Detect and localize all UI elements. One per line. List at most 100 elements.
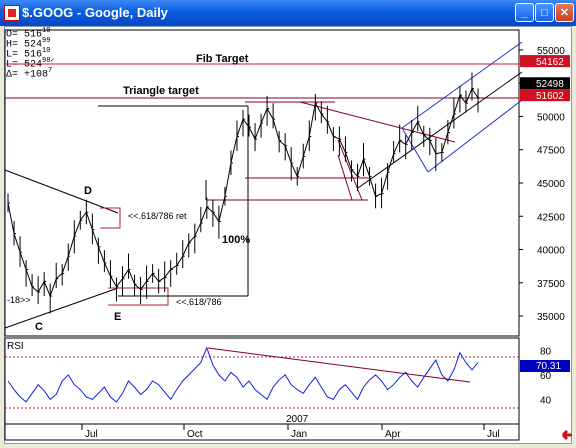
price-link xyxy=(182,242,190,257)
channel-upper-line xyxy=(401,41,523,129)
time-tick-label: Jul xyxy=(85,429,98,440)
price-link xyxy=(333,135,340,140)
minimize-button[interactable]: _ xyxy=(515,3,534,22)
price-link xyxy=(242,118,250,128)
price-link xyxy=(134,283,141,290)
rsi-line xyxy=(7,346,479,403)
price-link xyxy=(13,233,21,253)
price-link xyxy=(25,269,33,287)
price-link xyxy=(411,121,419,133)
rsi-tick-label: 40 xyxy=(540,395,552,406)
price-link xyxy=(441,132,449,153)
price-tick-label: 40000 xyxy=(537,246,565,257)
rsi-series xyxy=(7,346,479,403)
scroll-right-arrow-icon[interactable] xyxy=(560,428,574,442)
price-link xyxy=(254,122,262,140)
title-bar[interactable]: $.GOOG - Google, Daily _ □ ✕ xyxy=(0,0,576,26)
time-axis: Jul Oct Jan Apr Jul xyxy=(81,424,500,440)
close-button[interactable]: ✕ xyxy=(555,3,574,22)
price-series xyxy=(7,72,480,314)
price-link xyxy=(200,206,208,224)
left-mark-label: -18>> xyxy=(7,295,31,305)
ohlc-change: Δ= +1087 xyxy=(6,67,53,81)
price-link xyxy=(236,118,244,137)
time-tick-label: Oct xyxy=(187,429,203,440)
descending-trendline xyxy=(299,101,456,143)
price-link xyxy=(290,162,298,177)
time-axis-frame xyxy=(4,423,520,441)
price-link xyxy=(140,281,147,290)
price-link xyxy=(224,162,232,197)
price-link xyxy=(146,273,154,282)
price-link xyxy=(284,145,292,164)
price-link xyxy=(351,169,358,177)
price-link xyxy=(320,113,328,123)
rsi-badge: 70.31 xyxy=(536,361,561,372)
price-link xyxy=(471,88,479,99)
rsi-label: RSI xyxy=(7,341,24,352)
price-link xyxy=(158,277,165,282)
price-link xyxy=(49,278,57,297)
wedge-line-2 xyxy=(337,154,353,201)
price-link xyxy=(128,269,136,285)
point-e-label: E xyxy=(114,311,121,323)
price-panel-frame xyxy=(4,29,520,337)
price-link xyxy=(381,172,389,194)
price-link xyxy=(369,176,377,197)
ret-label: <<.618/786 ret xyxy=(128,211,187,221)
price-link xyxy=(176,255,184,266)
rsi-year-label: 2007 xyxy=(286,414,309,425)
price-link xyxy=(152,273,160,282)
price-link xyxy=(435,151,442,155)
price-link xyxy=(97,246,105,264)
wedge-line-1 xyxy=(337,139,363,201)
price-badge-label: 51602 xyxy=(536,91,564,102)
rsi-panel-frame xyxy=(4,337,520,425)
price-badge-bg xyxy=(520,55,570,68)
price-link xyxy=(85,212,93,230)
price-tick-label: 55000 xyxy=(537,46,565,57)
price-link xyxy=(230,136,238,164)
price-link xyxy=(459,94,467,104)
price-link xyxy=(55,273,63,280)
price-link xyxy=(218,196,226,222)
price-badge-label: 54162 xyxy=(536,57,564,68)
price-link xyxy=(447,113,455,133)
price-link xyxy=(31,286,39,293)
price-link xyxy=(302,136,310,157)
price-link xyxy=(344,152,352,170)
price-link xyxy=(37,281,45,293)
rsi-axis: 80 60 40 xyxy=(540,346,552,406)
ohlc-open: O= 51610 xyxy=(6,27,51,41)
price-link xyxy=(116,278,123,288)
price-link xyxy=(453,95,461,114)
price-link xyxy=(326,121,334,137)
price-link xyxy=(110,275,117,288)
price-link xyxy=(260,108,268,124)
price-link xyxy=(91,229,99,248)
rsi-tick-label: 80 xyxy=(540,346,552,357)
price-tick-label: 37500 xyxy=(537,279,565,290)
price-tick-label: 50000 xyxy=(537,112,565,123)
price-badge-bg xyxy=(520,89,570,102)
price-link xyxy=(79,211,87,221)
point-d-label: D xyxy=(84,185,92,197)
chart-area[interactable] xyxy=(4,26,572,444)
maximize-button[interactable]: □ xyxy=(535,3,554,22)
price-tick-label: 47500 xyxy=(537,146,565,157)
channel-lower-line xyxy=(427,99,523,173)
chart-app-icon xyxy=(4,5,20,21)
price-link xyxy=(19,252,27,270)
price-tick-label: 42500 xyxy=(537,212,565,223)
ohlc-low: L= 51610 xyxy=(6,47,51,61)
price-tick-label: 45000 xyxy=(537,179,565,190)
price-link xyxy=(212,211,220,222)
price-link xyxy=(338,138,346,153)
price-badge-label: 52498 xyxy=(536,79,564,90)
triangle-upper-line xyxy=(4,169,119,214)
price-link xyxy=(61,256,69,274)
triangle-target-label: Triangle target xyxy=(123,85,199,97)
rsi-badge-bg xyxy=(520,360,570,372)
price-link xyxy=(387,153,395,173)
